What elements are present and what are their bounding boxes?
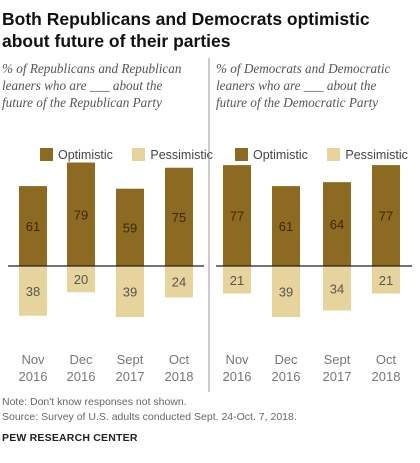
- pessimistic-bar: [323, 266, 351, 311]
- pessimistic-bar: [67, 266, 95, 293]
- legend-label-optimistic: Optimistic: [253, 148, 308, 162]
- source-text: Source: Survey of U.S. adults conducted …: [2, 411, 297, 423]
- x-tick-label-year: 2016: [19, 369, 48, 384]
- x-tick-label-year: 2016: [67, 369, 96, 384]
- optimistic-value-label: 61: [279, 219, 293, 234]
- optimistic-bar: [165, 167, 193, 266]
- x-tick-label-month: Nov: [225, 352, 249, 367]
- x-tick-label-year: 2016: [272, 369, 301, 384]
- optimistic-bar: [272, 186, 300, 266]
- page-title: Both Republicans and Democrats optimisti…: [2, 9, 370, 51]
- legend-swatch-optimistic: [40, 148, 53, 161]
- note-text: Note: Don't know responses not shown.: [2, 396, 187, 408]
- pessimistic-value-label: 39: [123, 285, 137, 300]
- x-tick-label-year: 2017: [116, 369, 145, 384]
- legend-item-pessimistic: Pessimistic: [132, 148, 213, 162]
- pessimistic-value-label: 24: [172, 275, 186, 290]
- right-legend: Optimistic Pessimistic: [235, 148, 420, 162]
- x-tick-label-year: 2018: [165, 369, 194, 384]
- legend-item-pessimistic: Pessimistic: [327, 148, 408, 162]
- x-tick-label-month: Dec: [69, 352, 93, 367]
- x-tick-label-month: Sept: [324, 352, 351, 367]
- legend-label-optimistic: Optimistic: [58, 148, 113, 162]
- optimistic-value-label: 59: [123, 220, 137, 235]
- optimistic-value-label: 64: [330, 217, 344, 232]
- pessimistic-bar: [19, 266, 47, 316]
- optimistic-bar: [67, 162, 95, 266]
- pessimistic-value-label: 20: [74, 272, 88, 287]
- x-tick-label-month: Oct: [169, 352, 190, 367]
- pessimistic-value-label: 34: [330, 281, 344, 296]
- legend-swatch-pessimistic: [327, 148, 341, 161]
- optimistic-bar: [323, 182, 351, 266]
- x-tick-label-year: 2018: [372, 369, 401, 384]
- legend-swatch-pessimistic: [132, 148, 146, 161]
- pessimistic-value-label: 38: [26, 284, 40, 299]
- optimistic-bar: [223, 165, 251, 266]
- left-chart-subtitle: % of Republicans and Republican leaners …: [2, 61, 182, 110]
- x-tick-label-month: Dec: [274, 352, 298, 367]
- x-tick-label-month: Sept: [117, 352, 144, 367]
- optimistic-value-label: 79: [74, 207, 88, 222]
- legend-swatch-optimistic: [235, 148, 248, 161]
- optimistic-value-label: 75: [172, 210, 186, 225]
- organization-name: PEW RESEARCH CENTER: [2, 432, 138, 444]
- optimistic-bar: [116, 188, 144, 266]
- optimistic-value-label: 77: [230, 209, 244, 224]
- x-tick-label-month: Nov: [21, 352, 45, 367]
- right-chart-subtitle: % of Democrats and Democratic leaners wh…: [216, 61, 391, 110]
- optimistic-value-label: 77: [379, 209, 393, 224]
- pessimistic-bar: [372, 266, 400, 294]
- pessimistic-value-label: 21: [379, 273, 393, 288]
- legend-label-pessimistic: Pessimistic: [150, 148, 213, 162]
- pessimistic-bar: [223, 266, 251, 294]
- x-tick-label-year: 2017: [323, 369, 352, 384]
- x-tick-label-month: Oct: [376, 352, 397, 367]
- legend-item-optimistic: Optimistic: [235, 148, 308, 162]
- legend-label-pessimistic: Pessimistic: [345, 148, 408, 162]
- pessimistic-value-label: 39: [279, 285, 293, 300]
- optimistic-bar: [19, 186, 47, 266]
- left-legend: Optimistic Pessimistic: [40, 148, 229, 162]
- x-tick-label-year: 2016: [223, 369, 252, 384]
- pessimistic-bar: [116, 266, 144, 318]
- optimistic-value-label: 61: [26, 219, 40, 234]
- optimistic-bar: [372, 165, 400, 266]
- pessimistic-bar: [272, 266, 300, 318]
- pessimistic-value-label: 21: [230, 273, 244, 288]
- pessimistic-bar: [165, 266, 193, 298]
- legend-item-optimistic: Optimistic: [40, 148, 113, 162]
